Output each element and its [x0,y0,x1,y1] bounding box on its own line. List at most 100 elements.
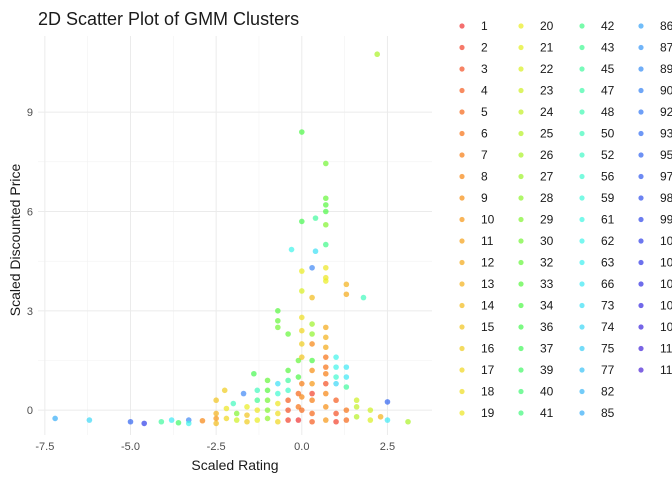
legend-swatch [638,23,644,29]
data-point [309,380,315,387]
legend-label: 101 [660,234,672,248]
x-tick-label: -5.0 [121,441,140,453]
data-point [175,419,182,426]
data-point [322,390,329,397]
legend-swatch [459,302,465,309]
legend-swatch [459,324,465,330]
legend-label: 2 [481,41,488,55]
legend-swatch [459,367,465,373]
legend-swatch [638,367,644,373]
legend-swatch [638,302,644,309]
legend-swatch [638,173,644,180]
data-point [384,399,391,405]
data-point [377,413,384,420]
data-point [353,413,360,420]
legend-label: 10 [481,213,495,227]
legend-swatch [579,302,585,309]
data-point [333,380,339,387]
data-point [309,321,315,327]
data-point [213,415,219,422]
data-point [309,410,315,417]
legend-swatch [638,195,644,201]
cluster-legend: 1234567891011121314151617181920212223242… [459,19,672,420]
legend-label: 105 [660,277,672,291]
data-point [285,417,291,423]
legend-label: 56 [601,170,615,184]
legend-swatch [459,238,465,244]
legend-label: 61 [601,213,615,227]
legend-label: 22 [540,62,554,76]
legend-swatch [579,130,585,137]
legend-label: 41 [540,406,554,420]
legend-swatch [579,23,585,29]
data-point [322,221,329,228]
data-point [254,407,261,413]
data-point [299,314,305,321]
data-point [353,404,360,410]
legend-swatch [579,238,585,244]
data-point [322,195,329,202]
legend-swatch [638,44,644,51]
legend-label: 85 [601,406,615,420]
data-point [343,281,350,288]
data-point [223,415,230,422]
legend-swatch [518,23,524,29]
legend-swatch [459,23,465,29]
legend-label: 117 [660,363,672,377]
data-point [333,374,339,380]
data-point [223,405,230,412]
data-point [275,317,281,324]
legend-swatch [638,238,644,244]
legend-label: 11 [481,234,494,248]
data-point [360,294,367,301]
legend-label: 34 [540,299,554,313]
legend-label: 30 [540,234,554,248]
legend-label: 50 [601,127,615,141]
data-point [254,417,261,423]
data-point [254,387,261,394]
legend-swatch [579,367,585,373]
y-tick-label: 3 [27,306,33,318]
legend-swatch [579,259,585,266]
legend-label: 42 [601,19,615,33]
legend-swatch [579,345,585,352]
legend-label: 89 [660,62,672,76]
data-point [309,331,315,337]
data-point [168,417,175,423]
data-point [333,410,339,417]
data-point [264,387,271,394]
data-point [299,341,305,347]
legend-label: 19 [481,406,495,420]
legend-swatch [638,109,644,115]
data-point [264,397,271,404]
legend-swatch [638,87,644,94]
data-point [322,370,329,377]
legend-swatch [518,410,524,416]
legend-swatch [459,410,465,416]
legend-label: 86 [660,19,672,33]
legend-swatch [459,44,465,51]
data-point [233,417,240,423]
legend-label: 104 [660,256,672,270]
legend-swatch [638,281,644,287]
legend-swatch [638,259,644,266]
data-point [158,418,165,425]
data-point [405,418,411,425]
legend-label: 23 [540,84,554,98]
data-point [309,397,315,404]
legend-swatch [579,44,585,51]
legend-label: 20 [540,19,554,33]
data-point [230,400,237,407]
legend-label: 77 [601,363,615,377]
legend-swatch [518,130,524,137]
legend-swatch [579,195,585,201]
legend-label: 90 [660,84,672,98]
legend-label: 4 [481,84,488,98]
data-point [52,415,58,422]
legend-label: 21 [540,41,554,55]
legend-label: 29 [540,213,554,227]
legend-label: 40 [540,385,554,399]
legend-label: 52 [601,148,615,162]
legend-label: 17 [481,363,495,377]
data-point [244,404,250,410]
